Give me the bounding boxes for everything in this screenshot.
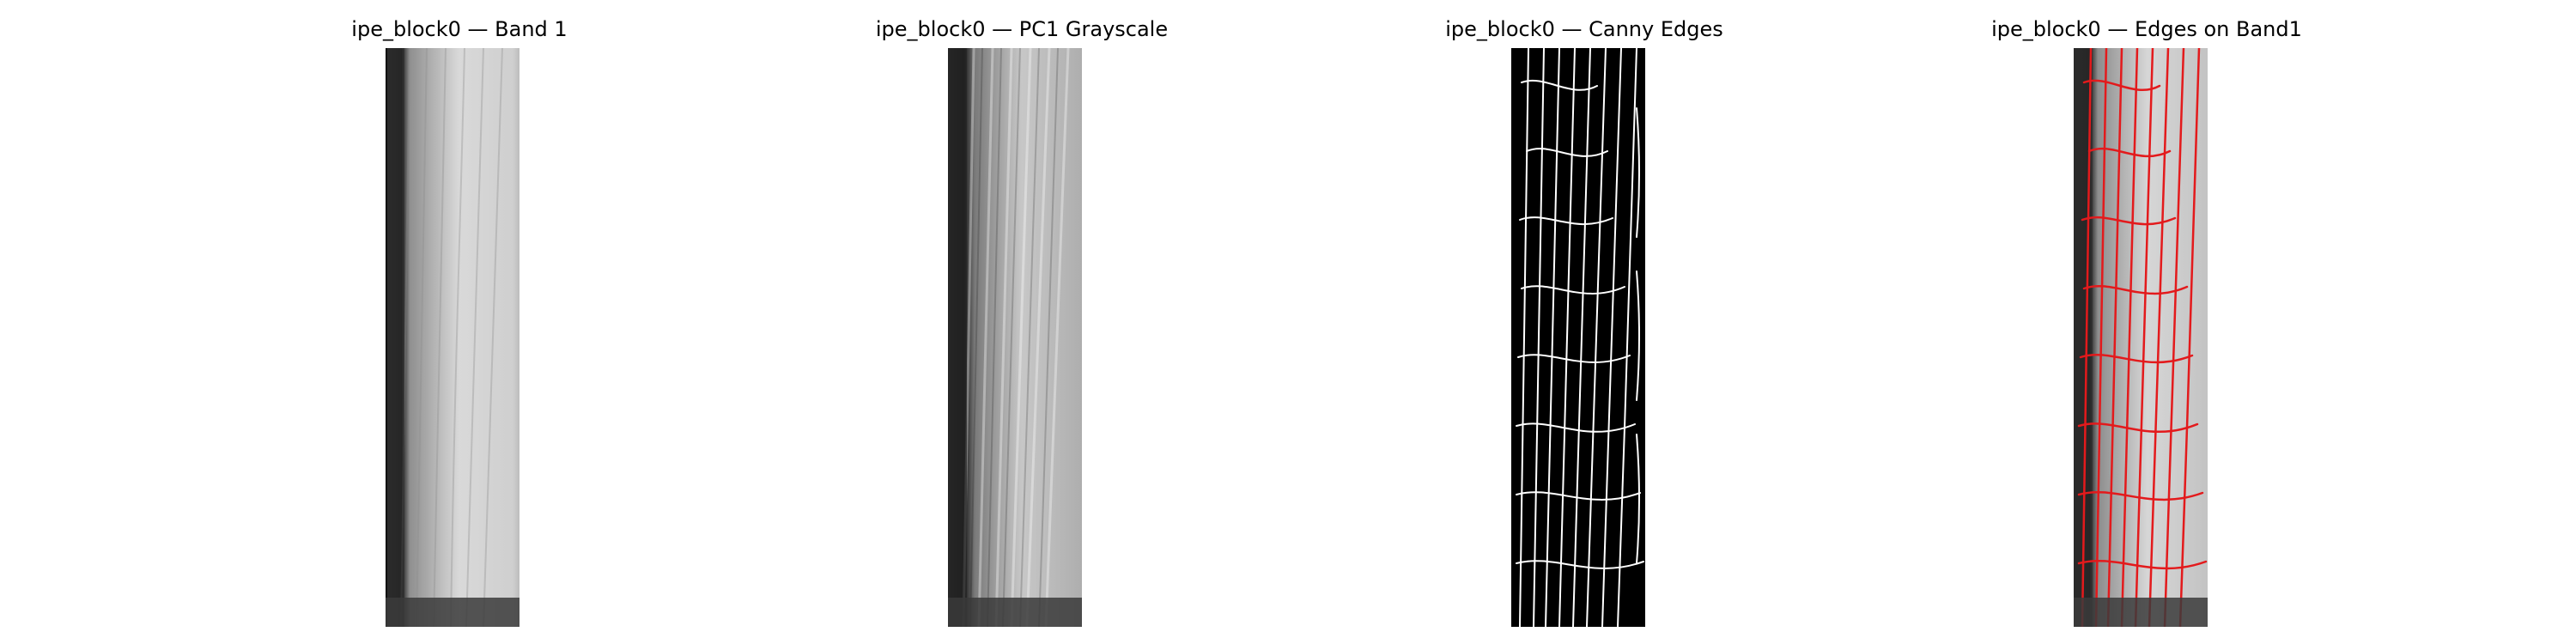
panel-title-pc1: ipe_block0 — PC1 Grayscale xyxy=(875,17,1169,41)
pc1-image xyxy=(948,48,1082,627)
panel-canny: ipe_block0 — Canny Edges xyxy=(1284,0,1885,644)
panel-title-overlay: ipe_block0 — Edges on Band1 xyxy=(1991,17,2302,41)
panel-title-band1: ipe_block0 — Band 1 xyxy=(351,17,568,41)
panel-overlay: ipe_block0 — Edges on Band1 xyxy=(1846,0,2447,644)
canny-image xyxy=(1511,48,1645,627)
panel-band1: ipe_block0 — Band 1 xyxy=(159,0,760,644)
panel-title-canny: ipe_block0 — Canny Edges xyxy=(1445,17,1723,41)
overlay-image xyxy=(2074,48,2208,627)
band1-image xyxy=(386,48,519,627)
panel-pc1: ipe_block0 — PC1 Grayscale xyxy=(721,0,1322,644)
